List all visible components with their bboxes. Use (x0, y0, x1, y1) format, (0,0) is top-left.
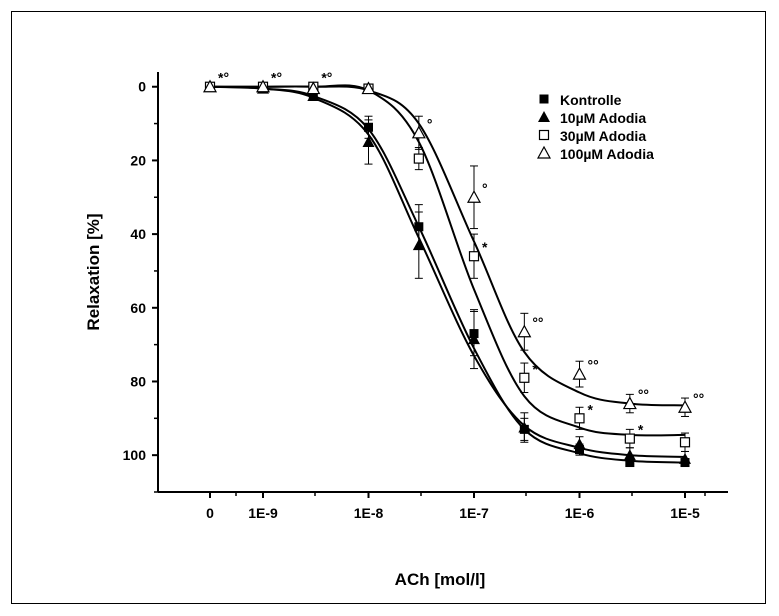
data-point (413, 153, 424, 164)
data-point (255, 79, 271, 93)
x-tick-label: 1E-7 (459, 505, 489, 521)
legend-marker (538, 129, 550, 141)
y-tick-label: 20 (130, 152, 146, 168)
x-tick-label: 1E-5 (670, 505, 700, 521)
data-point (573, 438, 586, 450)
y-axis-label: Relaxation [%] (84, 213, 103, 330)
significance-mark: *° (271, 70, 282, 86)
legend-label: Kontrolle (560, 92, 622, 108)
significance-mark: °° (532, 315, 543, 331)
data-point (622, 396, 637, 410)
data-point (574, 413, 585, 424)
data-point (575, 445, 584, 455)
data-point (518, 421, 531, 433)
x-tick-label: 1E-8 (354, 505, 384, 521)
data-point (517, 324, 532, 338)
data-point (364, 122, 373, 132)
significance-mark: ° (482, 180, 488, 196)
data-point (468, 251, 480, 262)
x-tick-label: 1E-9 (248, 505, 278, 521)
data-point (414, 222, 424, 232)
fit-curve (209, 85, 686, 464)
significance-mark: *° (321, 70, 332, 86)
fit-curves (209, 84, 686, 464)
chart-frame (11, 11, 766, 604)
y-tick-label: 80 (130, 373, 146, 389)
data-point (411, 125, 426, 139)
data-point (362, 136, 375, 147)
legend-label: 100µM Adodia (560, 146, 654, 162)
x-axis-label: ACh [mol/l] (395, 570, 486, 589)
data-point (623, 449, 636, 461)
significance-mark: * (638, 422, 644, 438)
legend-marker (538, 111, 550, 122)
data-markers (202, 79, 693, 468)
legend-label: 30µM Adodia (560, 128, 646, 144)
x-tick-label: 1E-6 (565, 505, 595, 521)
y-tick-label: 40 (130, 226, 146, 242)
data-point (624, 433, 635, 444)
data-point (307, 89, 320, 101)
significance-mark: * (588, 401, 594, 417)
data-point (361, 81, 376, 95)
significance-mark: ° (427, 116, 433, 132)
data-point (679, 452, 691, 464)
significance-annotations: *° *° *°****°°°°°°°° °° (218, 70, 704, 438)
data-point (679, 437, 691, 448)
legend-marker (539, 94, 549, 104)
significance-mark: °° (693, 390, 704, 406)
y-tick-label: 60 (130, 300, 146, 316)
axes: 0 20 40 60 80 100 0 1E-9 1E-8 1E-7 1E-6 1E-5 (123, 72, 728, 521)
fit-curve (209, 85, 686, 407)
fit-curve (209, 85, 686, 458)
data-point (625, 458, 635, 468)
data-point (677, 400, 693, 413)
data-point (519, 372, 530, 383)
data-point (466, 190, 482, 203)
data-point (412, 239, 425, 251)
legend-label: 10µM Adodia (560, 110, 646, 126)
data-point (468, 333, 480, 345)
data-point (202, 79, 218, 93)
significance-mark: * (482, 239, 488, 255)
significance-mark: °° (588, 357, 599, 373)
data-point (572, 366, 587, 380)
legend-marker (536, 145, 552, 159)
legend: Kontrolle 10µM Adodia 30µM Adodia 100µM Ado… (536, 92, 654, 162)
y-tick-label: 100 (123, 447, 147, 463)
x-tick-label: 0 (206, 505, 214, 521)
data-point (306, 81, 321, 95)
significance-mark: °° (638, 387, 649, 403)
y-tick-label: 0 (138, 79, 146, 95)
significance-mark: * (532, 361, 538, 377)
significance-mark: *° (218, 70, 229, 86)
